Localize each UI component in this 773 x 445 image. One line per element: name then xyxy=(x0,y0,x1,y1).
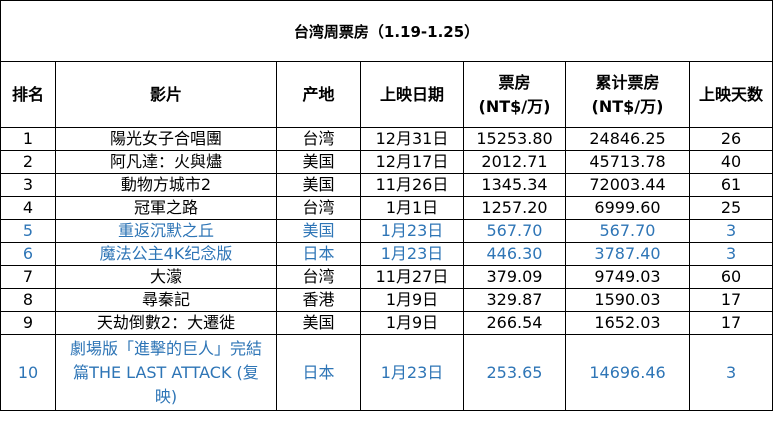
cell-weekly-gross: 253.65 xyxy=(463,334,566,411)
cell-weekly-gross: 567.70 xyxy=(463,219,566,243)
cell-origin: 美国 xyxy=(276,311,361,335)
cell-origin: 台湾 xyxy=(276,265,361,289)
cell-release-date: 1月23日 xyxy=(360,334,464,411)
cell-film: 大濛 xyxy=(55,265,277,289)
header-row: 排名 影片 产地 上映日期 票房 (NT$/万) 累计票房 (NT$/万) 上映… xyxy=(0,61,773,128)
box-office-table: 台湾周票房（1.19-1.25） 排名 影片 产地 上映日期 票房 (NT$/万… xyxy=(0,0,773,411)
cell-days: 3 xyxy=(688,242,773,266)
table-row: 4 冠軍之路 台湾 1月1日 1257.20 6999.60 25 xyxy=(0,196,773,220)
cell-release-date: 12月31日 xyxy=(360,127,464,151)
table-row: 6 魔法公主4K纪念版 日本 1月23日 446.30 3787.40 3 xyxy=(0,242,773,266)
cell-total-gross: 9749.03 xyxy=(565,265,690,289)
header-rank: 排名 xyxy=(0,61,56,128)
cell-rank: 4 xyxy=(0,196,56,220)
cell-weekly-gross: 446.30 xyxy=(463,242,566,266)
table-row: 1 陽光女子合唱團 台湾 12月31日 15253.80 24846.25 26 xyxy=(0,127,773,151)
table-row: 7 大濛 台湾 11月27日 379.09 9749.03 60 xyxy=(0,265,773,289)
cell-origin: 台湾 xyxy=(276,127,361,151)
cell-film: 阿凡達：火與燼 xyxy=(55,150,277,174)
cell-film: 陽光女子合唱團 xyxy=(55,127,277,151)
header-origin: 产地 xyxy=(276,61,361,128)
cell-origin: 日本 xyxy=(276,242,361,266)
cell-days: 40 xyxy=(688,150,773,174)
cell-release-date: 12月17日 xyxy=(360,150,464,174)
header-weekly-gross: 票房 (NT$/万) xyxy=(463,61,566,128)
title-row: 台湾周票房（1.19-1.25） xyxy=(0,0,773,62)
cell-film: 劇場版「進擊的巨人」完結篇THE LAST ATTACK (复映) xyxy=(55,334,277,411)
header-total-gross: 累计票房 (NT$/万) xyxy=(565,61,690,128)
cell-weekly-gross: 266.54 xyxy=(463,311,566,335)
cell-days: 17 xyxy=(688,288,773,312)
cell-total-gross: 1590.03 xyxy=(565,288,690,312)
cell-weekly-gross: 1257.20 xyxy=(463,196,566,220)
cell-total-gross: 24846.25 xyxy=(565,127,690,151)
cell-total-gross: 14696.46 xyxy=(565,334,690,411)
table-row: 10 劇場版「進擊的巨人」完結篇THE LAST ATTACK (复映) 日本 1月2… xyxy=(0,334,773,411)
cell-release-date: 1月1日 xyxy=(360,196,464,220)
cell-rank: 10 xyxy=(0,334,56,411)
cell-weekly-gross: 2012.71 xyxy=(463,150,566,174)
cell-days: 60 xyxy=(688,265,773,289)
cell-total-gross: 567.70 xyxy=(565,219,690,243)
cell-rank: 7 xyxy=(0,265,56,289)
cell-weekly-gross: 15253.80 xyxy=(463,127,566,151)
cell-total-gross: 45713.78 xyxy=(565,150,690,174)
cell-release-date: 1月23日 xyxy=(360,242,464,266)
cell-weekly-gross: 329.87 xyxy=(463,288,566,312)
cell-origin: 香港 xyxy=(276,288,361,312)
cell-origin: 美国 xyxy=(276,173,361,197)
table-row: 5 重返沉默之丘 美国 1月23日 567.70 567.70 3 xyxy=(0,219,773,243)
cell-film: 天劫倒數2：大遷徙 xyxy=(55,311,277,335)
cell-total-gross: 1652.03 xyxy=(565,311,690,335)
table-row: 2 阿凡達：火與燼 美国 12月17日 2012.71 45713.78 40 xyxy=(0,150,773,174)
header-days: 上映天数 xyxy=(688,61,773,128)
cell-days: 3 xyxy=(688,334,773,411)
cell-rank: 3 xyxy=(0,173,56,197)
cell-days: 61 xyxy=(688,173,773,197)
cell-release-date: 1月23日 xyxy=(360,219,464,243)
table-title: 台湾周票房（1.19-1.25） xyxy=(0,0,773,62)
cell-film: 動物方城市2 xyxy=(55,173,277,197)
cell-release-date: 11月26日 xyxy=(360,173,464,197)
cell-origin: 美国 xyxy=(276,150,361,174)
cell-origin: 台湾 xyxy=(276,196,361,220)
cell-days: 25 xyxy=(688,196,773,220)
cell-days: 26 xyxy=(688,127,773,151)
cell-weekly-gross: 1345.34 xyxy=(463,173,566,197)
cell-release-date: 11月27日 xyxy=(360,265,464,289)
cell-rank: 2 xyxy=(0,150,56,174)
cell-total-gross: 6999.60 xyxy=(565,196,690,220)
cell-origin: 美国 xyxy=(276,219,361,243)
cell-rank: 9 xyxy=(0,311,56,335)
cell-days: 17 xyxy=(688,311,773,335)
cell-origin: 日本 xyxy=(276,334,361,411)
header-film: 影片 xyxy=(55,61,277,128)
cell-film: 魔法公主4K纪念版 xyxy=(55,242,277,266)
cell-rank: 6 xyxy=(0,242,56,266)
cell-release-date: 1月9日 xyxy=(360,288,464,312)
cell-rank: 8 xyxy=(0,288,56,312)
cell-film: 重返沉默之丘 xyxy=(55,219,277,243)
cell-rank: 5 xyxy=(0,219,56,243)
cell-weekly-gross: 379.09 xyxy=(463,265,566,289)
cell-total-gross: 3787.40 xyxy=(565,242,690,266)
table-row: 3 動物方城市2 美国 11月26日 1345.34 72003.44 61 xyxy=(0,173,773,197)
cell-film: 尋秦記 xyxy=(55,288,277,312)
cell-release-date: 1月9日 xyxy=(360,311,464,335)
cell-total-gross: 72003.44 xyxy=(565,173,690,197)
table-row: 9 天劫倒數2：大遷徙 美国 1月9日 266.54 1652.03 17 xyxy=(0,311,773,335)
cell-film: 冠軍之路 xyxy=(55,196,277,220)
header-release-date: 上映日期 xyxy=(360,61,464,128)
cell-rank: 1 xyxy=(0,127,56,151)
table-row: 8 尋秦記 香港 1月9日 329.87 1590.03 17 xyxy=(0,288,773,312)
cell-days: 3 xyxy=(688,219,773,243)
